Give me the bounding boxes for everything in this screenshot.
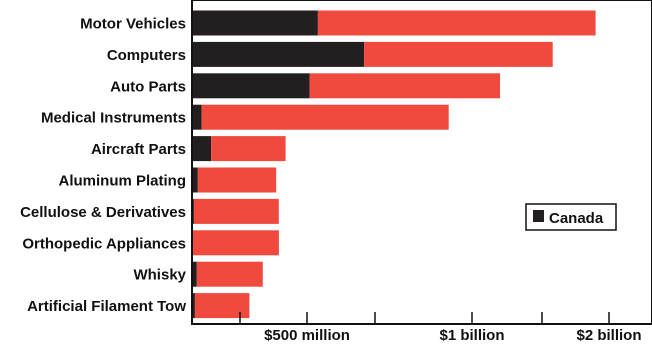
- category-label-computers: Computers: [107, 47, 186, 64]
- bar-whisky-other: [196, 261, 263, 287]
- legend-label-canada: Canada: [549, 210, 604, 227]
- bar-auto-parts-canada: [192, 73, 310, 99]
- bar-orthopedic-appliances-other: [193, 230, 279, 256]
- category-label-motor-vehicles: Motor Vehicles: [80, 16, 186, 33]
- bar-artificial-filament-tow-other: [194, 293, 250, 319]
- x-axis: $500 million $1 billion $2 billion: [191, 0, 652, 344]
- bar-computers-other: [364, 41, 553, 67]
- x-axis-ticks: [239, 312, 610, 324]
- bars-layer: [192, 10, 596, 319]
- category-label-medical-instruments: Medical Instruments: [41, 110, 186, 127]
- x-tick-label-500m: $500 million: [264, 327, 350, 344]
- bar-medical-instruments-canada: [192, 104, 202, 130]
- category-label-orthopedic-appliances: Orthopedic Appliances: [22, 235, 186, 252]
- category-labels: Motor Vehicles Computers Auto Parts Medical…: [20, 16, 187, 316]
- bar-cellulose-and-derivatives-other: [193, 198, 279, 224]
- bar-aluminum-plating-other: [197, 167, 277, 193]
- x-tick-label-1b: $1 billion: [439, 327, 504, 344]
- category-label-aircraft-parts: Aircraft Parts: [91, 141, 186, 158]
- category-label-auto-parts: Auto Parts: [110, 78, 186, 95]
- bar-motor-vehicles-other: [317, 10, 596, 36]
- bar-computers-canada: [192, 41, 365, 67]
- category-label-cellulose-and-derivatives: Cellulose & Derivatives: [20, 204, 186, 221]
- bar-aluminum-plating-canada: [192, 167, 198, 193]
- legend-swatch-canada: [533, 210, 544, 222]
- bar-aircraft-parts-other: [211, 136, 286, 162]
- bar-auto-parts-other: [309, 73, 500, 99]
- category-label-aluminum-plating: Aluminum Plating: [59, 173, 187, 190]
- bar-whisky-canada: [192, 261, 197, 287]
- bar-aircraft-parts-canada: [192, 136, 212, 162]
- category-label-artificial-filament-tow: Artificial Filament Tow: [27, 298, 186, 315]
- bar-motor-vehicles-canada: [192, 10, 318, 36]
- bar-artificial-filament-tow-canada: [192, 293, 195, 319]
- x-tick-label-2b: $2 billion: [576, 327, 641, 344]
- legend: Canada: [525, 203, 617, 231]
- plot-frame: [191, 0, 652, 325]
- category-label-whisky: Whisky: [133, 267, 186, 284]
- bar-medical-instruments-other: [201, 104, 449, 130]
